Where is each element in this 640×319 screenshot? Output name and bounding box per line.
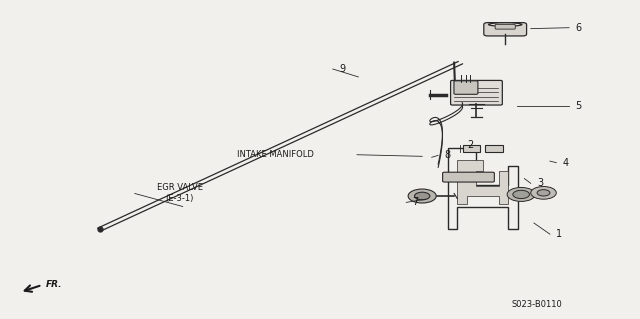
FancyBboxPatch shape <box>485 145 502 152</box>
Circle shape <box>415 192 430 200</box>
Text: 8: 8 <box>445 150 451 160</box>
Circle shape <box>537 190 550 196</box>
Text: S023-B0110: S023-B0110 <box>512 300 563 308</box>
Circle shape <box>408 189 436 203</box>
Circle shape <box>507 188 535 201</box>
Ellipse shape <box>488 23 522 26</box>
Text: 6: 6 <box>575 23 582 33</box>
Text: EGR VALVE
(E-3-1): EGR VALVE (E-3-1) <box>157 183 202 203</box>
FancyBboxPatch shape <box>463 145 480 152</box>
Text: 4: 4 <box>563 158 569 168</box>
Text: 5: 5 <box>575 100 582 110</box>
Text: 1: 1 <box>556 229 563 239</box>
Circle shape <box>513 190 529 198</box>
Polygon shape <box>448 148 518 229</box>
Text: 2: 2 <box>467 140 473 150</box>
FancyBboxPatch shape <box>484 23 527 36</box>
FancyBboxPatch shape <box>443 172 494 182</box>
Text: 7: 7 <box>413 197 419 207</box>
FancyBboxPatch shape <box>454 81 478 94</box>
Text: 3: 3 <box>537 178 543 188</box>
Text: INTAKE MANIFOLD: INTAKE MANIFOLD <box>237 150 314 159</box>
Polygon shape <box>458 160 508 204</box>
FancyBboxPatch shape <box>451 80 502 105</box>
Text: 9: 9 <box>339 64 346 74</box>
Text: FR.: FR. <box>45 280 62 289</box>
Circle shape <box>531 187 556 199</box>
FancyBboxPatch shape <box>495 24 515 29</box>
